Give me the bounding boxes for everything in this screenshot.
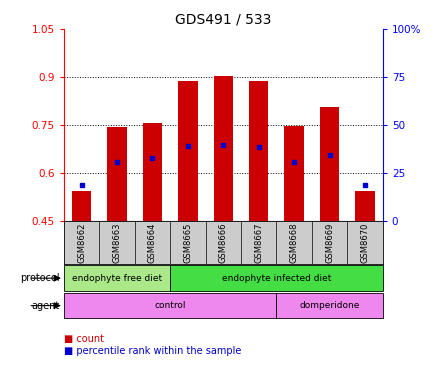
Text: GSM8670: GSM8670 [360, 222, 370, 263]
Bar [356, 191, 375, 221]
Bar [320, 108, 339, 221]
Bar [64, 265, 170, 291]
Text: GSM8665: GSM8665 [183, 222, 192, 263]
Text: GSM8668: GSM8668 [290, 222, 299, 263]
Text: GSM8667: GSM8667 [254, 222, 263, 263]
Text: GSM8664: GSM8664 [148, 222, 157, 263]
Bar [107, 127, 127, 221]
Text: GSM8669: GSM8669 [325, 222, 334, 263]
Text: protocol: protocol [20, 273, 59, 283]
Bar [72, 191, 91, 221]
Text: agent: agent [31, 300, 59, 311]
Bar [170, 265, 383, 291]
Text: ■ percentile rank within the sample: ■ percentile rank within the sample [64, 346, 241, 356]
Text: GSM8662: GSM8662 [77, 222, 86, 263]
Bar [64, 293, 276, 318]
Title: GDS491 / 533: GDS491 / 533 [175, 13, 271, 27]
Text: domperidone: domperidone [300, 301, 360, 310]
Text: GSM8666: GSM8666 [219, 222, 228, 263]
Text: endophyte infected diet: endophyte infected diet [222, 274, 331, 283]
Bar [284, 126, 304, 221]
Bar [143, 123, 162, 221]
Bar [178, 81, 198, 221]
Text: ■ count: ■ count [64, 333, 104, 344]
Bar [249, 81, 268, 221]
Bar [276, 293, 383, 318]
Text: GSM8663: GSM8663 [113, 222, 121, 263]
Text: endophyte free diet: endophyte free diet [72, 274, 162, 283]
Text: control: control [154, 301, 186, 310]
Bar [213, 76, 233, 221]
